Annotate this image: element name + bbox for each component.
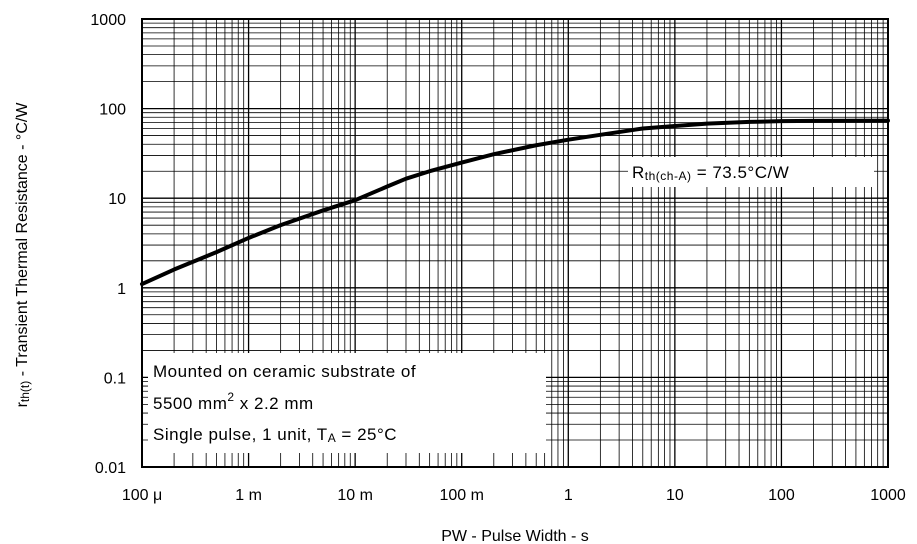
y-tick-label: 10 [108,191,126,208]
y-tick-label: 0.1 [104,370,126,387]
conditions-temp: = 25°C [336,425,397,444]
thermal-resistance-curve [140,118,890,287]
y-tick-label: 100 [99,102,126,119]
conditions-line-2: 5500 mm2 x 2.2 mm [153,390,314,413]
y-axis-subscript: th(t) [18,381,32,402]
rth-subscript: th(ch-A) [645,169,692,183]
y-tick-label: 1 [117,281,126,298]
x-tick-label: 100 μ [122,487,162,504]
y-tick-label: 1000 [90,12,126,29]
conditions-area-exponent: 2 [227,390,234,404]
plot-frame [141,18,889,468]
y-axis-symbol: r [14,401,31,407]
x-tick-labels: 100 μ 1 m 10 m 100 m 1 10 100 1000 [122,487,906,504]
conditions-thickness: x 2.2 mm [235,394,314,413]
rth-annotation-box [628,157,874,187]
conditions-temp-subscript: A [328,431,337,445]
rth-symbol: R [632,163,645,182]
x-tick-label: 1000 [870,487,906,504]
y-axis-rest: - Transient Thermal Resistance - °C/W [14,102,31,381]
conditions-area: 5500 mm [153,394,227,413]
conditions-line-1: Mounted on ceramic substrate of [153,362,416,381]
rth-value: = 73.5°C/W [691,163,789,182]
x-tick-label: 100 [768,487,795,504]
rth-annotation: Rth(ch-A) = 73.5°C/W [632,163,789,183]
x-tick-label: 10 m [337,487,373,504]
conditions-pulse: Single pulse, 1 unit, T [153,425,328,444]
x-tick-label: 100 m [439,487,483,504]
x-tick-label: 10 [666,487,684,504]
conditions-annotation-box [148,353,546,453]
x-tick-label: 1 m [235,487,262,504]
y-tick-label: 0.01 [95,460,126,477]
x-axis-title: PW - Pulse Width - s [441,528,589,544]
x-tick-label: 1 [564,487,573,504]
y-tick-labels: 0.01 0.1 1 10 100 1000 [90,12,126,477]
y-axis-title: rth(t) - Transient Thermal Resistance - … [14,102,32,408]
conditions-line-3: Single pulse, 1 unit, TA = 25°C [153,425,397,445]
